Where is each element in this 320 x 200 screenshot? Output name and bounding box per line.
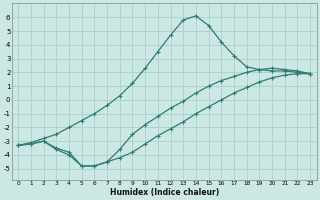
X-axis label: Humidex (Indice chaleur): Humidex (Indice chaleur)	[109, 188, 219, 197]
